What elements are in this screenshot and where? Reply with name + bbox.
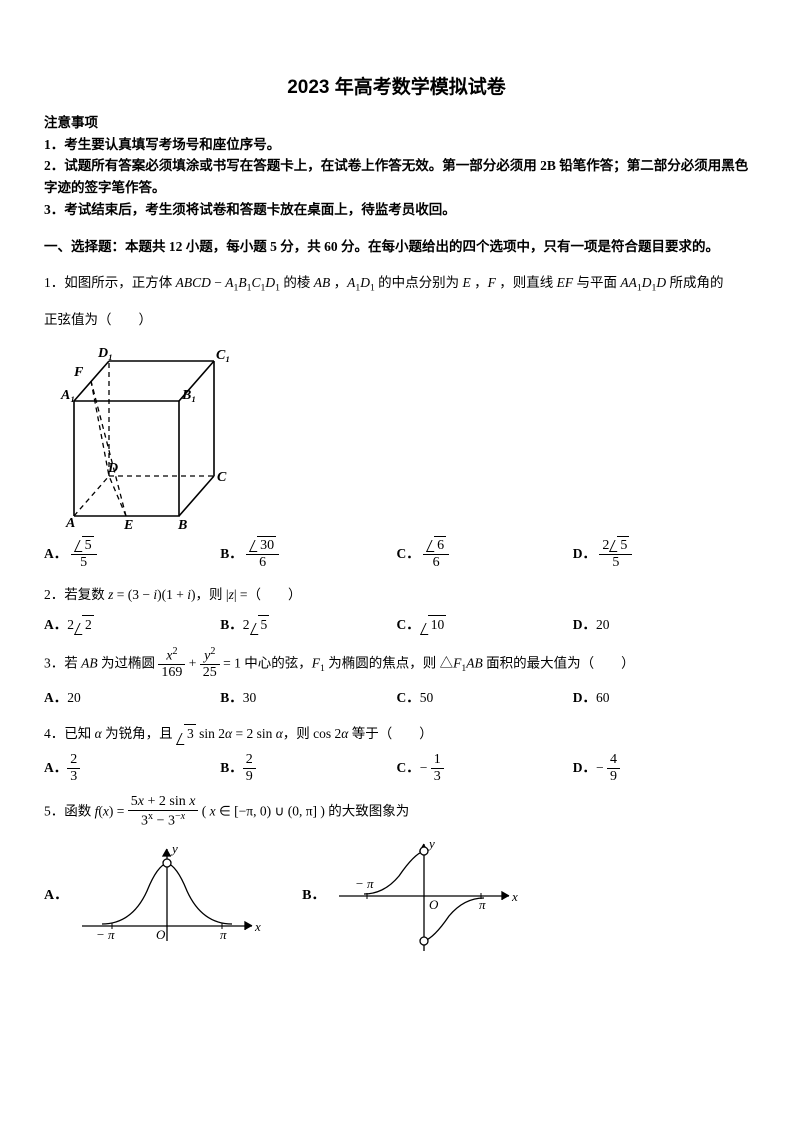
svg-text:y: y [170,841,178,856]
page-title: 2023 年高考数学模拟试卷 [44,72,749,104]
q5-B-label: B． [302,884,325,908]
q5-graph-A: x y O π − π [72,841,262,951]
q2-options: A．22 B．25 C．10 D．20 [44,614,749,637]
label-F: F [73,365,84,380]
svg-text:π: π [479,897,486,912]
instructions-header: 注意事项 [44,112,749,134]
q1-end: 所成角的 [666,275,723,290]
instruction-1: 1．考生要认真填写考场号和座位序号。 [44,134,749,156]
question-3: 3．若 AB 为过椭圆 x2169 + y225 = 1 中心的弦，F1 为椭圆… [44,647,749,681]
label-A: A [65,516,75,531]
label-E: E [123,518,133,531]
q3-opt-C: C．50 [397,687,573,710]
q5-A-label: A． [44,884,68,908]
q1-options: A． 55 B． 306 C． 66 D． 255 [44,539,749,571]
svg-text:− π: − π [355,876,374,891]
label-A1: A₁ [60,388,75,403]
svg-text:− π: − π [96,927,115,942]
q5-options-row: A． x y O π − π B [44,836,749,956]
q1-text: 1．如图所示，正方体 [44,275,176,290]
label-D: D [107,461,118,476]
svg-text:x: x [511,889,518,904]
q4-opt-B: B．29 [220,753,396,785]
q4-options: A．23 B．29 C．− 13 D．− 49 [44,753,749,785]
q3-options: A．20 B．30 C．50 D．60 [44,687,749,710]
q1-opt-B: B． 306 [220,539,396,571]
q2-opt-C: C．10 [397,614,573,637]
question-4: 4．已知 α 为锐角，且 3 sin 2α = 2 sin α，则 cos 2α… [44,720,749,747]
q5-opt-B: B． x y O π − π [302,836,519,956]
q2-opt-D: D．20 [573,614,749,637]
label-C1: C₁ [216,348,230,363]
q1-opt-D: D． 255 [573,539,749,571]
label-C: C [217,470,227,485]
label-D1: D₁ [97,346,113,361]
question-5: 5．函数 f(x) = 5x + 2 sin x3x − 3−x ( x ∈ [… [44,795,749,829]
svg-text:π: π [220,927,227,942]
q1-m4: ，则直线 [496,275,557,290]
instruction-2: 2．试题所有答案必须填涂或书写在答题卡上，在试卷上作答无效。第一部分必须用 2B… [44,155,749,198]
q1-m1: 的棱 [280,275,314,290]
label-B1: B₁ [181,388,196,403]
svg-text:O: O [429,897,439,912]
question-2: 2．若复数 z = (3 − i)(1 + i)，则 |z| =（ ） [44,581,749,608]
instruction-3: 3．考试结束后，考生须将试卷和答题卡放在桌面上，待监考员收回。 [44,199,749,221]
q1-cube-diagram: A B C D A₁ B₁ C₁ D₁ E F [54,341,749,531]
q4-opt-D: D．− 49 [573,753,749,785]
q3-opt-D: D．60 [573,687,749,710]
q4-opt-A: A．23 [44,753,220,785]
q2-opt-A: A．22 [44,614,220,637]
q2-opt-B: B．25 [220,614,396,637]
label-B: B [177,518,187,531]
q3-opt-B: B．30 [220,687,396,710]
q5-opt-A: A． x y O π − π [44,841,262,951]
q3-opt-A: A．20 [44,687,220,710]
q1-m3: 的中点分别为 [375,275,463,290]
svg-text:O: O [156,927,166,942]
q1-opt-C: C． 66 [397,539,573,571]
q1-end2: 正弦值为（ ） [44,306,749,333]
q1-opt-A: A． 55 [44,539,220,571]
q5-graph-B: x y O π − π [329,836,519,956]
q1-m2: ， [330,275,347,290]
svg-text:y: y [427,836,435,851]
svg-text:x: x [254,919,261,934]
q4-opt-C: C．− 13 [397,753,573,785]
section-1-header: 一、选择题：本题共 12 小题，每小题 5 分，共 60 分。在每小题给出的四个… [44,236,749,259]
question-1: 1．如图所示，正方体 ABCD − A1B1C1D1 的棱 AB ，A1D1 的… [44,269,749,333]
q1-m5: 与平面 [573,275,620,290]
